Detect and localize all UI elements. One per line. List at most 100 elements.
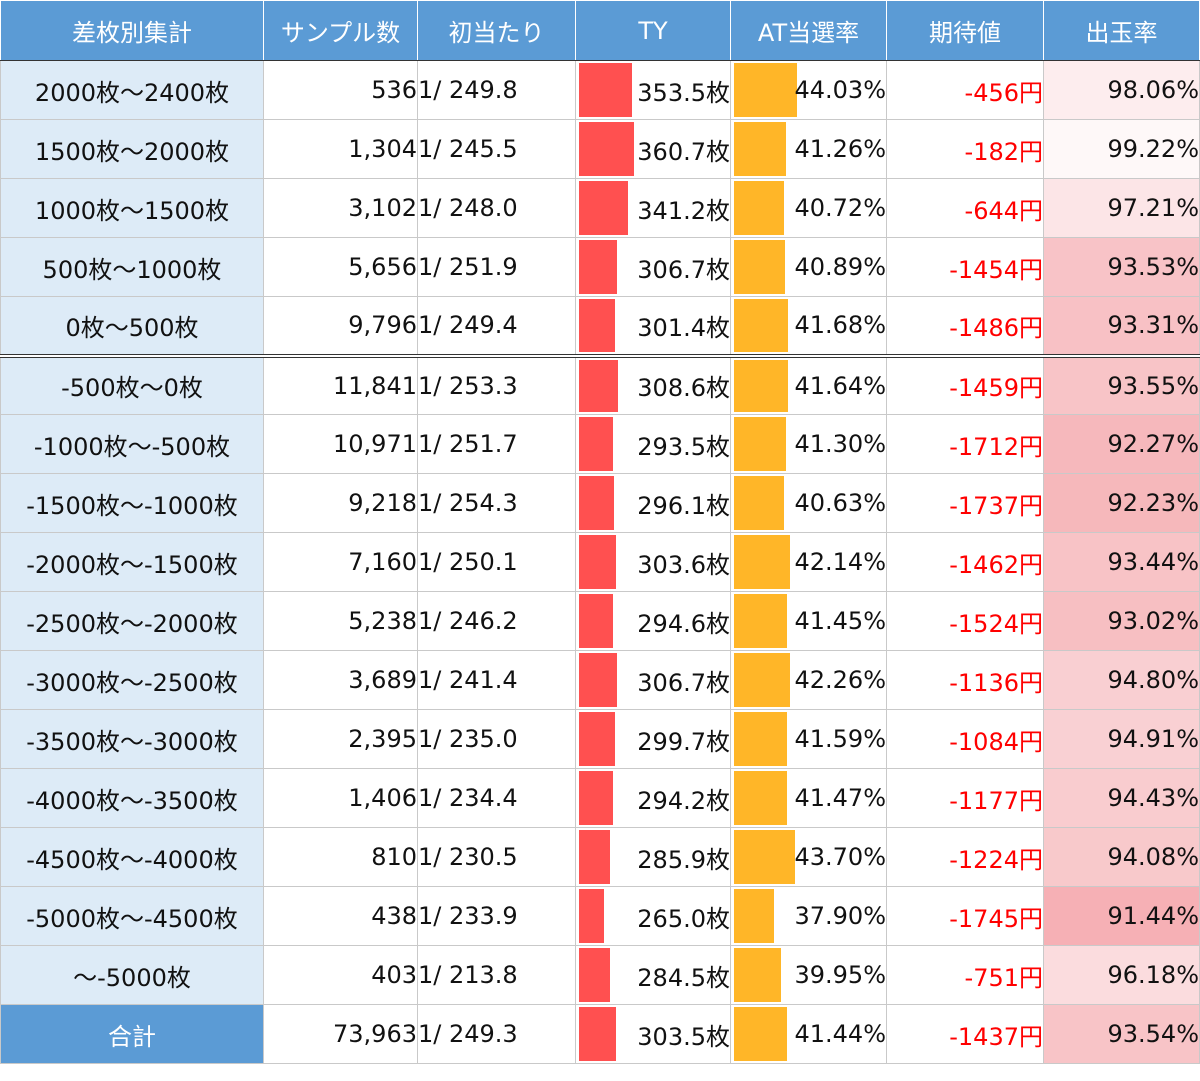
diff-range-label: -4500枚〜-4000枚 — [0, 827, 264, 887]
payout-rate-cell: 94.91% — [1043, 709, 1200, 769]
header-at-rate: AT当選率 — [730, 0, 887, 61]
at-rate-value: 44.03% — [794, 76, 886, 104]
ty-value: 293.5枚 — [637, 432, 730, 461]
samples-cell: 10,971 — [263, 414, 418, 474]
diff-range-label: -1000枚〜-500枚 — [0, 414, 264, 474]
header-samples: サンプル数 — [263, 0, 418, 61]
payout-rate-cell: 93.31% — [1043, 296, 1200, 356]
ty-cell: 296.1枚 — [575, 473, 731, 533]
ty-bar — [579, 476, 614, 530]
samples-cell: 2,395 — [263, 709, 418, 769]
ty-cell: 308.6枚 — [575, 353, 731, 415]
samples-cell: 3,689 — [263, 650, 418, 710]
first-hit-cell: 1/ 213.8 — [417, 945, 576, 1005]
at-rate-bar — [734, 889, 774, 943]
table-row: 1000枚〜1500枚 3,102 1/ 248.0 341.2枚 40.72% -644… — [0, 178, 1200, 238]
at-rate-bar — [734, 299, 788, 352]
samples-cell: 403 — [263, 945, 418, 1005]
samples-cell: 7,160 — [263, 532, 418, 592]
samples-cell: 536 — [263, 60, 418, 120]
at-rate-bar — [734, 771, 787, 825]
ty-value: 353.5枚 — [637, 78, 730, 107]
at-rate-bar — [734, 181, 785, 235]
expected-value-cell: -182円 — [886, 119, 1044, 179]
expected-value-cell: -1524円 — [886, 591, 1044, 651]
diff-range-label: 〜-5000枚 — [0, 945, 264, 1005]
first-hit-cell: 1/ 251.9 — [417, 237, 576, 297]
payout-rate-cell: 97.21% — [1043, 178, 1200, 238]
ty-cell: 284.5枚 — [575, 945, 731, 1005]
expected-value-cell: -751円 — [886, 945, 1044, 1005]
expected-value-cell: -1437円 — [886, 1004, 1044, 1064]
diff-range-label: -4000枚〜-3500枚 — [0, 768, 264, 828]
first-hit-cell: 1/ 254.3 — [417, 473, 576, 533]
samples-cell: 9,796 — [263, 296, 418, 356]
ty-bar — [579, 771, 613, 825]
table-row: 1500枚〜2000枚 1,304 1/ 245.5 360.7枚 41.26% -182… — [0, 119, 1200, 179]
table-row: -1000枚〜-500枚 10,971 1/ 251.7 293.5枚 41.30% -1… — [0, 414, 1200, 474]
at-rate-cell: 41.26% — [730, 119, 887, 179]
samples-cell: 73,963 — [263, 1004, 418, 1064]
samples-cell: 5,238 — [263, 591, 418, 651]
table-row: 2000枚〜2400枚 536 1/ 249.8 353.5枚 44.03% -456円 9… — [0, 60, 1200, 120]
expected-value-cell: -1745円 — [886, 886, 1044, 946]
payout-rate-cell: 96.18% — [1043, 945, 1200, 1005]
first-hit-cell: 1/ 241.4 — [417, 650, 576, 710]
at-rate-bar — [734, 476, 784, 530]
first-hit-cell: 1/ 249.8 — [417, 60, 576, 120]
payout-rate-cell: 99.22% — [1043, 119, 1200, 179]
expected-value-cell: -644円 — [886, 178, 1044, 238]
expected-value-cell: -1459円 — [886, 353, 1044, 415]
at-rate-bar — [734, 712, 788, 766]
first-hit-cell: 1/ 246.2 — [417, 591, 576, 651]
expected-value-cell: -1712円 — [886, 414, 1044, 474]
ty-cell: 301.4枚 — [575, 296, 731, 356]
table-row: -2000枚〜-1500枚 7,160 1/ 250.1 303.6枚 42.14% -1… — [0, 532, 1200, 592]
header-expected-value: 期待値 — [886, 0, 1044, 61]
diff-range-label: -3000枚〜-2500枚 — [0, 650, 264, 710]
payout-rate-cell: 93.54% — [1043, 1004, 1200, 1064]
ty-bar — [579, 948, 610, 1002]
table-row: -3500枚〜-3000枚 2,395 1/ 235.0 299.7枚 41.59% -1… — [0, 709, 1200, 769]
first-hit-cell: 1/ 233.9 — [417, 886, 576, 946]
header-first-hit: 初当たり — [417, 0, 576, 61]
at-rate-bar — [734, 240, 785, 294]
ty-cell: 303.5枚 — [575, 1004, 731, 1064]
at-rate-value: 41.64% — [794, 371, 886, 400]
ty-bar — [579, 299, 616, 352]
ty-bar — [579, 63, 632, 117]
at-rate-cell: 37.90% — [730, 886, 887, 946]
expected-value-cell: -1454円 — [886, 237, 1044, 297]
total-label: 合計 — [0, 1004, 264, 1064]
at-rate-bar — [734, 122, 787, 176]
total-row: 合計 73,963 1/ 249.3 303.5枚 41.44% -1437円 93.54% — [0, 1004, 1200, 1064]
at-rate-value: 41.59% — [794, 725, 886, 753]
expected-value-cell: -456円 — [886, 60, 1044, 120]
samples-cell: 810 — [263, 827, 418, 887]
samples-cell: 1,304 — [263, 119, 418, 179]
payout-rate-cell: 93.53% — [1043, 237, 1200, 297]
at-rate-value: 42.26% — [794, 666, 886, 694]
payout-rate-cell: 94.08% — [1043, 827, 1200, 887]
header-row: 差枚別集計 サンプル数 初当たり TY AT当選率 期待値 出玉率 — [0, 0, 1200, 61]
at-rate-cell: 41.64% — [730, 353, 887, 415]
ty-value: 265.0枚 — [637, 904, 730, 933]
first-hit-cell: 1/ 245.5 — [417, 119, 576, 179]
diff-range-label: -3500枚〜-3000枚 — [0, 709, 264, 769]
diff-range-label: -500枚〜0枚 — [0, 353, 264, 415]
at-rate-cell: 39.95% — [730, 945, 887, 1005]
at-rate-bar — [734, 948, 782, 1002]
ty-bar — [579, 653, 617, 707]
at-rate-value: 40.89% — [794, 253, 886, 281]
at-rate-value: 41.68% — [794, 311, 886, 340]
ty-cell: 306.7枚 — [575, 650, 731, 710]
ty-cell: 306.7枚 — [575, 237, 731, 297]
at-rate-value: 43.70% — [794, 843, 886, 871]
expected-value-cell: -1136円 — [886, 650, 1044, 710]
at-rate-value: 42.14% — [794, 548, 886, 576]
first-hit-cell: 1/ 249.4 — [417, 296, 576, 356]
ty-value: 294.2枚 — [637, 786, 730, 815]
table-row: 500枚〜1000枚 5,656 1/ 251.9 306.7枚 40.89% -1454… — [0, 237, 1200, 297]
ty-value: 285.9枚 — [637, 845, 730, 874]
